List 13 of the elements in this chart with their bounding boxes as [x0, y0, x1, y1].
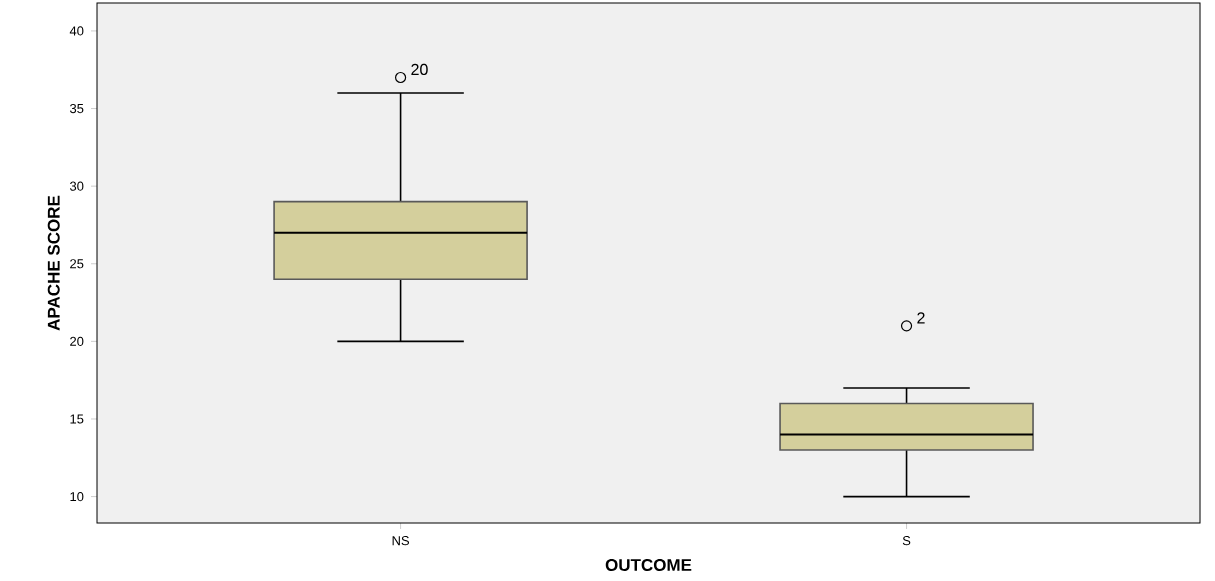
y-tick-label: 40 — [69, 26, 84, 36]
annotation: 20 — [411, 63, 428, 76]
y-tick-label: 15 — [70, 414, 84, 424]
y-tick-label: 25 — [70, 259, 84, 269]
y-tick-label: 20 — [70, 336, 84, 346]
y-tick-label: 10 — [70, 492, 84, 502]
y-axis-title: APACHE SCORE — [47, 195, 60, 331]
y-tick-label: 35 — [69, 103, 84, 114]
x-tick-label: NS — [392, 536, 409, 546]
annotation: 2 — [917, 312, 925, 324]
y-tick-label: 30 — [69, 181, 84, 191]
x-axis-title: OUTCOME — [605, 559, 692, 572]
x-tick-label: S — [902, 536, 911, 546]
